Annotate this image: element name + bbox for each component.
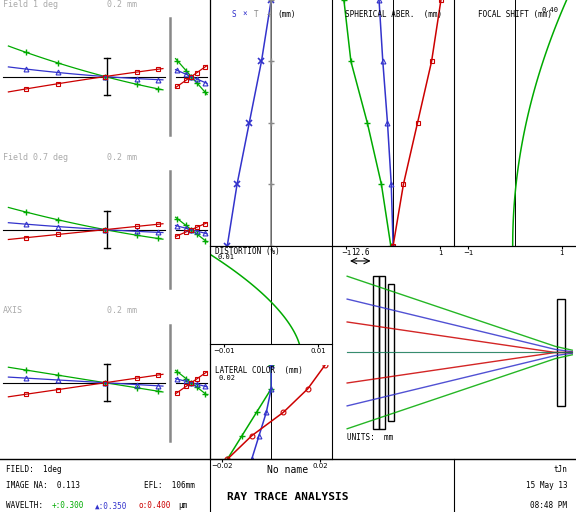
Text: ▲:0.350: ▲:0.350 — [95, 501, 127, 510]
Text: 0.2 mm: 0.2 mm — [107, 153, 137, 162]
Text: 15 May 13: 15 May 13 — [526, 481, 567, 490]
Text: 12.6: 12.6 — [351, 248, 370, 257]
Text: AXIS: AXIS — [3, 306, 23, 315]
Text: μm: μm — [179, 501, 188, 510]
Text: 0.2 mm: 0.2 mm — [107, 0, 137, 9]
Text: (mm): (mm) — [277, 10, 296, 19]
Text: +: + — [266, 10, 271, 19]
Text: Field 1 deg: Field 1 deg — [3, 0, 58, 9]
Text: 0.01: 0.01 — [218, 253, 234, 260]
Text: tJn: tJn — [554, 464, 567, 474]
Text: LATERAL COLOR  (mm): LATERAL COLOR (mm) — [215, 366, 303, 375]
Text: T: T — [254, 10, 263, 19]
Text: 08:48 PM: 08:48 PM — [530, 501, 567, 510]
Text: No name: No name — [267, 464, 309, 475]
Text: +:0.300: +:0.300 — [52, 501, 84, 510]
Text: FOCAL SHIFT (mm): FOCAL SHIFT (mm) — [478, 10, 552, 19]
Text: WAVELTH:: WAVELTH: — [6, 501, 52, 510]
Text: S: S — [232, 10, 241, 19]
Text: SPHERICAL ABER.  (mm): SPHERICAL ABER. (mm) — [344, 10, 442, 19]
Text: o:0.400: o:0.400 — [138, 501, 170, 510]
Text: 0.2 mm: 0.2 mm — [107, 306, 137, 315]
Text: ×: × — [242, 10, 247, 19]
Text: EFL:  106mm: EFL: 106mm — [144, 481, 195, 490]
Text: 0.40: 0.40 — [542, 7, 559, 13]
Text: DISTORTION (%): DISTORTION (%) — [215, 247, 280, 255]
Text: FIELD:  1deg: FIELD: 1deg — [6, 464, 61, 474]
Text: IMAGE NA:  0.113: IMAGE NA: 0.113 — [6, 481, 79, 490]
Text: 0.02: 0.02 — [219, 375, 236, 381]
Text: Field 0.7 deg: Field 0.7 deg — [3, 153, 68, 162]
Text: RAY TRACE ANALYSIS: RAY TRACE ANALYSIS — [228, 492, 348, 502]
Text: UNITS:  mm: UNITS: mm — [347, 433, 393, 442]
